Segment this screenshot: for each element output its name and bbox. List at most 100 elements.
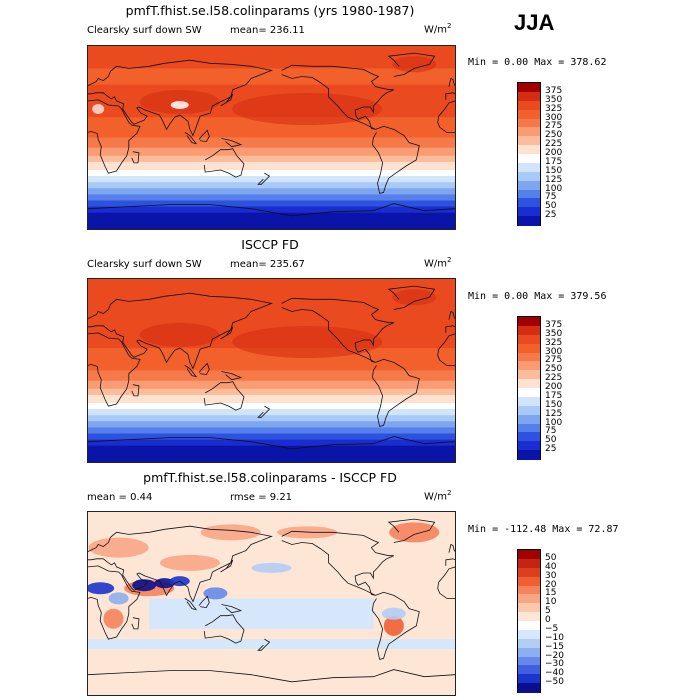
- colorbar-swatch: [518, 162, 540, 173]
- coastline: [281, 64, 394, 130]
- colorbar-swatch: [518, 567, 540, 578]
- field-band: [88, 212, 455, 216]
- coastline: [88, 669, 455, 683]
- field-band: [88, 194, 455, 198]
- colorbar-swatch: [518, 629, 540, 640]
- panel-2-minmax-label: Min = 0.00 Max = 379.56: [468, 291, 607, 302]
- diff-negative-anomaly: [251, 562, 292, 573]
- panel-3-map: [87, 511, 456, 696]
- field-band: [88, 168, 455, 171]
- diff-positive-anomaly: [200, 524, 261, 541]
- panel-1-minmax-label: Min = 0.00 Max = 378.62: [468, 57, 607, 68]
- colorbar-swatch: [518, 441, 540, 451]
- colorbar-tick-label: 100: [545, 417, 563, 428]
- field-band: [88, 317, 455, 321]
- diff-positive-anomaly: [88, 537, 149, 558]
- field-band: [88, 227, 455, 229]
- field-band: [88, 287, 455, 290]
- field-band: [88, 384, 455, 388]
- field-band: [88, 382, 455, 386]
- colorbar-swatch: [518, 388, 540, 398]
- field-band: [88, 399, 455, 402]
- field-band: [88, 224, 455, 228]
- panel-2-mean-label: mean= 235.67: [230, 259, 305, 270]
- colorbar-tick-label: 200: [545, 382, 563, 392]
- diff-negative-anomaly: [203, 587, 228, 600]
- field-band: [88, 163, 455, 167]
- field-band: [88, 86, 455, 90]
- coastline: [184, 598, 198, 611]
- field-band: [88, 313, 455, 317]
- coastline: [88, 203, 455, 217]
- colorbar-tick-label: 250: [545, 364, 563, 375]
- panel-3-units-exp: 2: [447, 489, 452, 497]
- field-band: [88, 279, 455, 282]
- field-band: [88, 90, 455, 94]
- field-max-asia: [139, 322, 220, 347]
- colorbar-swatch: [518, 154, 540, 164]
- colorbar-tick-label: 275: [545, 355, 563, 366]
- diff-positive-anomaly: [103, 608, 124, 629]
- field-band: [88, 405, 455, 408]
- coastline: [281, 530, 394, 596]
- field-band: [88, 309, 455, 313]
- coastline: [220, 559, 234, 573]
- panel-3-title: pmfT.fhist.se.l58.colinparams - ISCCP FD: [143, 470, 397, 485]
- field-band: [88, 70, 455, 74]
- colorbar-swatch: [518, 576, 540, 586]
- field-band: [88, 196, 455, 200]
- field-band: [88, 380, 455, 384]
- colorbar-tick-label: 200: [545, 148, 563, 158]
- field-band: [88, 66, 455, 69]
- diff-positive-anomaly: [383, 615, 404, 636]
- field-band: [88, 449, 455, 453]
- field-band: [88, 180, 455, 183]
- field-band: [88, 200, 455, 204]
- field-band: [88, 460, 455, 462]
- field-band: [88, 80, 455, 84]
- colorbar-tick-label: 10: [545, 597, 557, 608]
- field-band: [88, 291, 455, 294]
- field-max-greenland: [392, 56, 437, 73]
- field-band: [88, 92, 455, 96]
- coastline: [387, 518, 436, 543]
- field-band: [88, 362, 455, 366]
- field-band: [88, 431, 455, 435]
- field-band: [88, 206, 455, 210]
- field-band: [88, 131, 455, 135]
- field-band: [88, 419, 455, 422]
- colorbar-swatch: [518, 665, 540, 675]
- field-band: [88, 425, 455, 429]
- colorbar-swatch: [518, 317, 540, 327]
- field-band: [88, 157, 455, 161]
- colorbar-tick-label: 5: [545, 606, 551, 617]
- colorbar-swatch: [518, 118, 540, 128]
- field-band: [88, 220, 455, 224]
- panel-1-title: pmfT.fhist.se.l58.colinparams (yrs 1980-…: [125, 3, 415, 18]
- colorbar-swatch: [518, 656, 540, 666]
- colorbar-swatch: [518, 674, 540, 684]
- field-band: [88, 403, 455, 406]
- diff-negative-anomaly: [154, 578, 175, 589]
- panel-2-units: W/m2: [424, 256, 451, 269]
- colorbar-tick-label: 75: [545, 426, 557, 437]
- colorbar-tick-label: 25: [545, 444, 557, 455]
- field-band: [88, 319, 455, 323]
- field-band: [88, 392, 455, 396]
- field-band: [88, 437, 455, 441]
- field-band: [88, 441, 455, 445]
- colorbar-tick-label: −5: [545, 623, 559, 634]
- colorbar-swatch: [518, 396, 540, 407]
- field-band: [88, 184, 455, 187]
- panel-1-units: W/m2: [424, 22, 451, 35]
- colorbar-swatch: [518, 621, 540, 631]
- field-band: [88, 394, 455, 398]
- field-band: [88, 186, 455, 189]
- colorbar-swatch: [518, 145, 540, 155]
- field-band: [88, 378, 455, 382]
- colorbar-tick-label: 0: [545, 615, 551, 625]
- panel-2-units-exp: 2: [447, 256, 452, 264]
- coastline: [257, 638, 271, 651]
- colorbar-tick-label: 375: [545, 85, 563, 96]
- field-band: [88, 315, 455, 319]
